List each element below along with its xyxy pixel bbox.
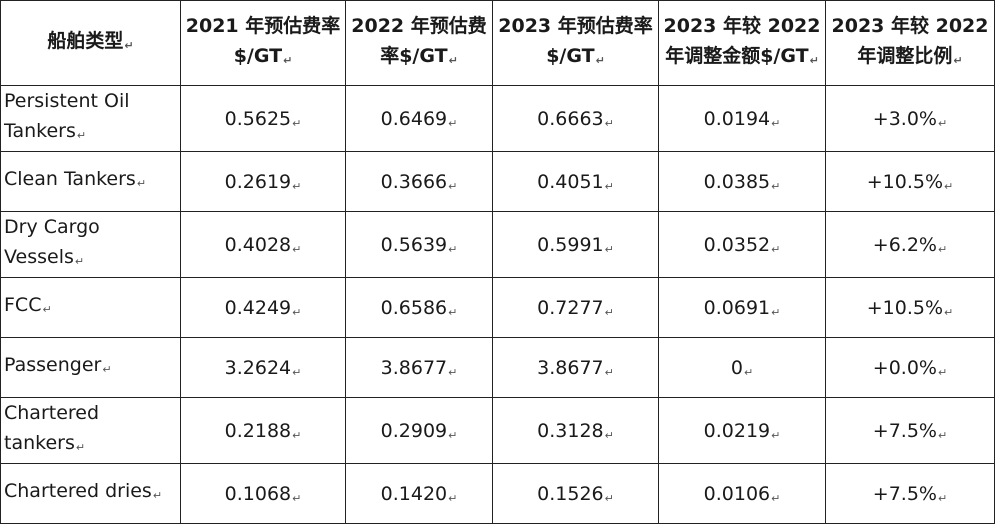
table-row: Persistent Oil Tankers↵ 0.5625↵ 0.6469↵ … <box>0 85 995 152</box>
vessel-type-cell: Clean Tankers↵ <box>0 151 181 212</box>
table-row: Chartered tankers↵ 0.2188↵ 0.2909↵ 0.312… <box>0 397 995 464</box>
vessel-type-cell: Chartered dries↵ <box>0 463 181 524</box>
adjust-ratio-cell: +7.5%↵ <box>825 397 995 464</box>
rate-2022-cell: 3.8677↵ <box>345 337 493 398</box>
adjust-amount-cell: 0.0691↵ <box>658 277 826 338</box>
rate-2023-cell: 0.7277↵ <box>492 277 659 338</box>
adjust-ratio-cell: +7.5%↵ <box>825 463 995 524</box>
vessel-type-cell: Persistent Oil Tankers↵ <box>0 85 181 152</box>
rate-2021-cell: 0.5625↵ <box>180 85 346 152</box>
rate-2023-cell: 3.8677↵ <box>492 337 659 398</box>
adjust-ratio-cell: +10.5%↵ <box>825 277 995 338</box>
rate-2021-cell: 0.2188↵ <box>180 397 346 464</box>
header-rate-2023: 2023 年预估费率 $/GT↵ <box>492 0 659 86</box>
table-row: Clean Tankers↵ 0.2619↵ 0.3666↵ 0.4051↵ 0… <box>0 151 995 212</box>
vessel-type-cell: Passenger↵ <box>0 337 181 398</box>
vessel-type-cell: FCC↵ <box>0 277 181 338</box>
vessel-type-cell: Dry Cargo Vessels↵ <box>0 211 181 278</box>
rate-2022-cell: 0.3666↵ <box>345 151 493 212</box>
rate-2023-cell: 0.1526↵ <box>492 463 659 524</box>
adjust-amount-cell: 0.0219↵ <box>658 397 826 464</box>
rate-2023-cell: 0.6663↵ <box>492 85 659 152</box>
rate-2022-cell: 0.6586↵ <box>345 277 493 338</box>
rate-2022-cell: 0.2909↵ <box>345 397 493 464</box>
rate-2022-cell: 0.5639↵ <box>345 211 493 278</box>
adjust-ratio-cell: +6.2%↵ <box>825 211 995 278</box>
header-rate-2021: 2021 年预估费率 $/GT↵ <box>180 0 346 86</box>
adjust-amount-cell: 0.0194↵ <box>658 85 826 152</box>
rate-2023-cell: 0.4051↵ <box>492 151 659 212</box>
adjust-amount-cell: 0↵ <box>658 337 826 398</box>
table-row: FCC↵ 0.4249↵ 0.6586↵ 0.7277↵ 0.0691↵ +10… <box>0 277 995 338</box>
rate-2021-cell: 0.4028↵ <box>180 211 346 278</box>
vessel-type-cell: Chartered tankers↵ <box>0 397 181 464</box>
rate-2023-cell: 0.3128↵ <box>492 397 659 464</box>
header-adjust-amount: 2023 年较 2022 年调整金额$/GT↵ <box>658 0 826 86</box>
rate-2021-cell: 3.2624↵ <box>180 337 346 398</box>
adjust-ratio-cell: +0.0%↵ <box>825 337 995 398</box>
adjust-ratio-cell: +10.5%↵ <box>825 151 995 212</box>
adjust-amount-cell: 0.0385↵ <box>658 151 826 212</box>
header-rate-2022: 2022 年预估费率$/GT↵ <box>345 0 493 86</box>
rate-2021-cell: 0.4249↵ <box>180 277 346 338</box>
adjust-amount-cell: 0.0352↵ <box>658 211 826 278</box>
table-row: Chartered dries↵ 0.1068↵ 0.1420↵ 0.1526↵… <box>0 463 995 524</box>
rate-2023-cell: 0.5991↵ <box>492 211 659 278</box>
rate-2022-cell: 0.6469↵ <box>345 85 493 152</box>
adjust-amount-cell: 0.0106↵ <box>658 463 826 524</box>
table-row: Passenger↵ 3.2624↵ 3.8677↵ 3.8677↵ 0↵ +0… <box>0 337 995 398</box>
rate-2022-cell: 0.1420↵ <box>345 463 493 524</box>
rate-2021-cell: 0.2619↵ <box>180 151 346 212</box>
rate-2021-cell: 0.1068↵ <box>180 463 346 524</box>
header-adjust-ratio: 2023 年较 2022 年调整比例↵ <box>825 0 995 86</box>
header-row: 船舶类型↵ 2021 年预估费率 $/GT↵ 2022 年预估费率$/GT↵ 2… <box>0 0 995 86</box>
table-row: Dry Cargo Vessels↵ 0.4028↵ 0.5639↵ 0.599… <box>0 211 995 278</box>
adjust-ratio-cell: +3.0%↵ <box>825 85 995 152</box>
header-vessel-type: 船舶类型↵ <box>0 0 181 86</box>
